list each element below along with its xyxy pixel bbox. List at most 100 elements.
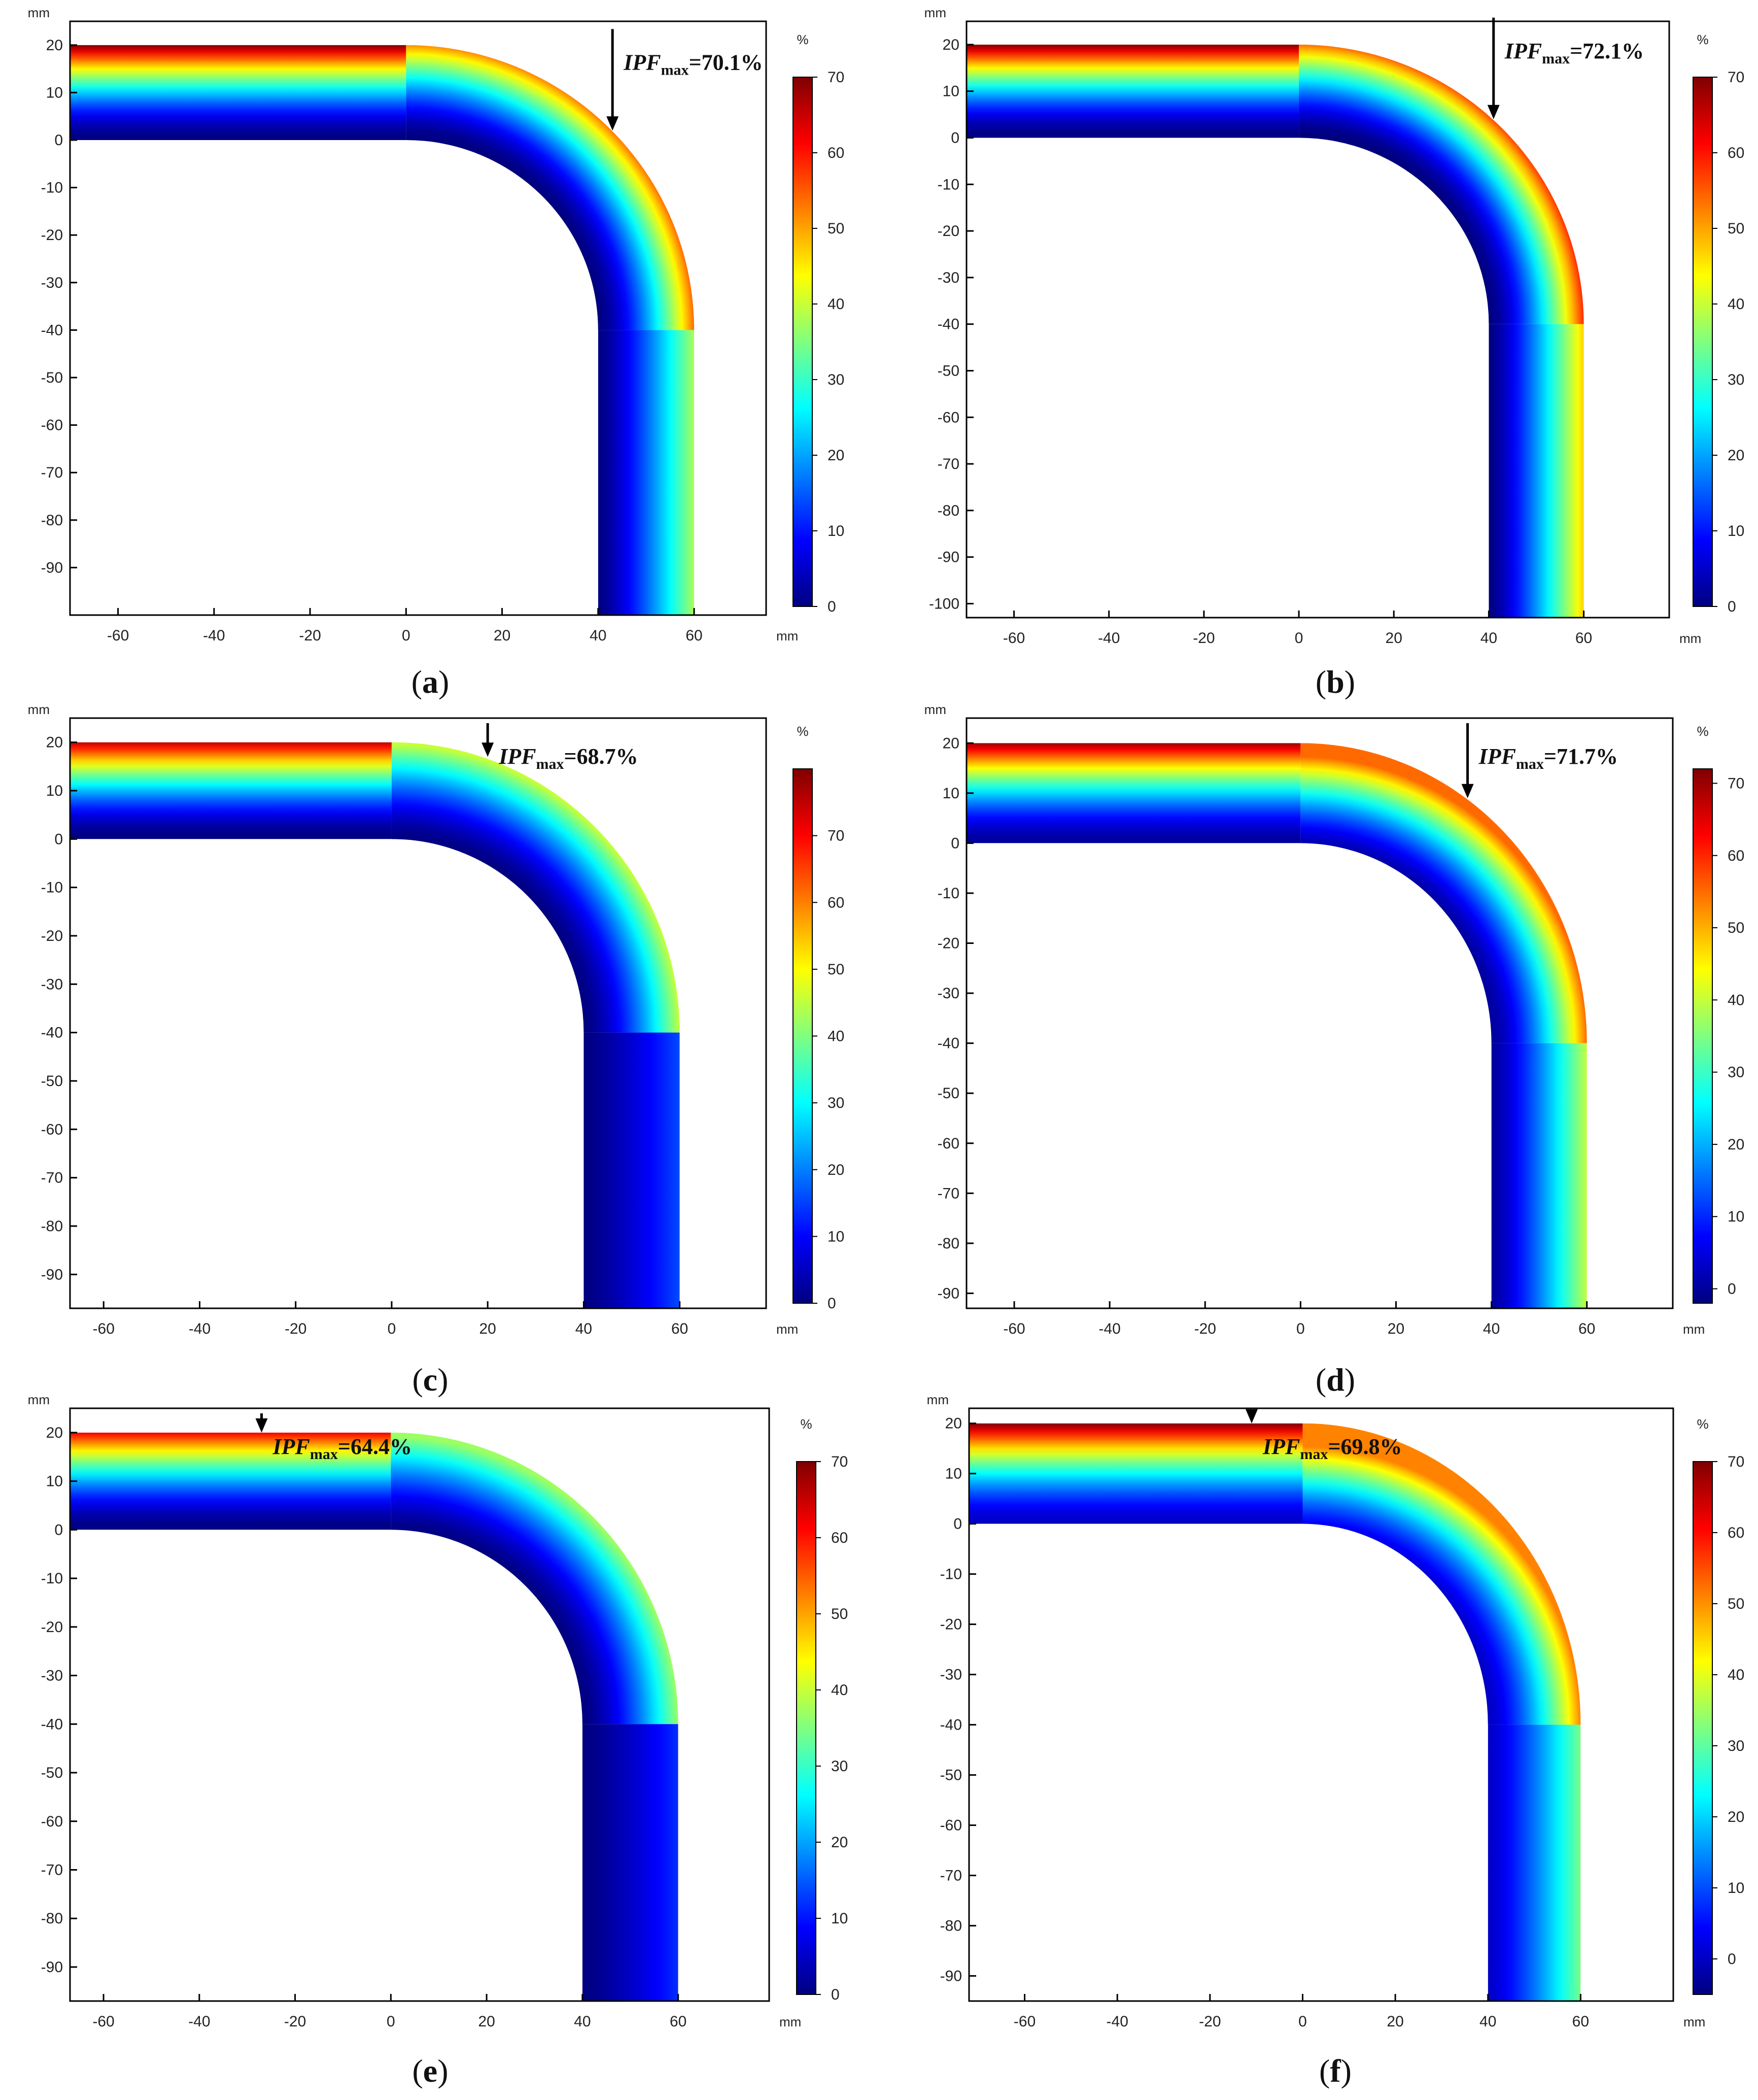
y-tick-label: -80: [41, 512, 63, 529]
colorbar: [792, 77, 813, 607]
colorbar-tick-label: 10: [1728, 523, 1744, 539]
y-tick-label: 10: [943, 785, 959, 802]
x-tick-label: 20: [478, 2013, 495, 2030]
colorbar-tick-label: 20: [828, 447, 844, 464]
x-unit-label: mm: [776, 628, 798, 643]
y-tick-label: 20: [945, 1415, 962, 1432]
y-tick-label: 10: [46, 783, 63, 799]
colorbar-tick-label: 10: [1728, 1880, 1744, 1896]
y-tick-label: -60: [938, 409, 959, 426]
y-tick-label: -40: [41, 1716, 63, 1733]
panel-letter: c: [423, 1362, 437, 1398]
x-tick-label: -60: [1003, 1320, 1025, 1337]
x-tick-label: 60: [1572, 2013, 1589, 2030]
x-tick-label: -40: [189, 1320, 211, 1337]
y-tick-label: 0: [953, 1516, 962, 1533]
colorbar-tick-label: 60: [1728, 1525, 1744, 1541]
annotation-arrow-head: [1487, 105, 1500, 119]
y-tick-label: -90: [938, 1285, 959, 1302]
x-tick-label: -60: [107, 627, 129, 644]
x-tick-label: -20: [1193, 630, 1215, 647]
x-tick-label: 20: [1388, 1320, 1404, 1337]
x-unit-label: mm: [1679, 631, 1701, 646]
colorbar-tick-label: 20: [1728, 1809, 1744, 1825]
x-tick-label: -40: [1098, 1320, 1120, 1337]
y-tick-label: -70: [41, 1862, 63, 1879]
colorbar-tick-label: 70: [1728, 775, 1744, 792]
y-tick-label: 10: [945, 1466, 962, 1482]
colorbar-tick-label: 50: [1728, 1596, 1744, 1612]
annotation-arrow-head: [1246, 1409, 1258, 1424]
colorbar-unit-label: %: [800, 1416, 812, 1432]
y-tick-label: -30: [41, 1668, 63, 1684]
x-tick-label: 40: [1483, 1320, 1500, 1337]
panel-d: -60 -40 -20 0 20 40 60 mm 20 10 0 -10 -20 -30 -40 -50 -6…: [924, 702, 1745, 1398]
x-tick-label: 0: [388, 1320, 396, 1337]
colorbar-tick-label: 0: [828, 598, 836, 615]
y-tick-label: -40: [41, 1025, 63, 1041]
colorbar: [1693, 77, 1713, 607]
ipf-max-annotation: IPFmax=70.1%: [623, 50, 763, 78]
y-tick-label: 10: [943, 83, 959, 100]
colorbar-tick-label: 60: [1728, 848, 1744, 864]
x-tick-label: -40: [203, 627, 225, 644]
x-tick-label: 60: [685, 627, 702, 644]
y-tick-label: -10: [940, 1566, 962, 1583]
colorbar-tick-label: 0: [831, 1986, 840, 2003]
y-tick-label: -90: [940, 1968, 962, 1985]
x-tick-label: 40: [575, 1320, 592, 1337]
colorbar-tick-label: 20: [1728, 447, 1744, 464]
x-tick-label: -60: [93, 1320, 115, 1337]
x-tick-label: -40: [1107, 2013, 1128, 2030]
y-unit-label: mm: [924, 702, 946, 717]
x-tick-label: 20: [1387, 2013, 1403, 2030]
colorbar-unit-label: %: [1697, 1416, 1708, 1432]
colorbar-tick-label: 70: [1728, 69, 1744, 86]
y-tick-label: -80: [938, 1235, 959, 1252]
colorbar-tick-label: 40: [828, 296, 844, 313]
y-tick-label: -90: [41, 1959, 63, 1976]
y-tick-label: -70: [41, 464, 63, 481]
y-tick-label: -20: [938, 223, 959, 240]
panel-label: (e): [412, 2053, 448, 2089]
annotation-subscript: max: [310, 1446, 338, 1463]
annotation-subscript: max: [536, 756, 564, 772]
x-tick-label: -20: [284, 2013, 306, 2030]
x-unit-label: mm: [1683, 2014, 1705, 2029]
panel-letter: a: [422, 664, 438, 700]
y-tick-label: 0: [54, 132, 63, 149]
panel-label: (c): [412, 1362, 448, 1398]
y-tick-label: -50: [938, 362, 959, 379]
y-tick-label: 0: [951, 835, 959, 852]
x-tick-label: 40: [1480, 630, 1497, 647]
annotation-label: IPF: [272, 1434, 310, 1459]
colorbar-tick-label: 50: [1728, 220, 1744, 237]
annotation-value: =64.4%: [338, 1434, 412, 1459]
annotation-value: =69.8%: [1328, 1434, 1402, 1459]
y-tick-label: -10: [41, 1570, 63, 1587]
colorbar-tick-label: 30: [831, 1758, 848, 1775]
y-tick-label: -70: [938, 456, 959, 472]
colorbar-tick-label: 40: [1728, 992, 1744, 1008]
colorbar-tick-label: 60: [1728, 145, 1744, 161]
x-tick-label: -60: [1014, 2013, 1036, 2030]
colorbar-tick-label: 70: [1728, 1453, 1744, 1470]
y-tick-label: -20: [41, 227, 63, 244]
y-tick-label: -30: [938, 269, 959, 286]
y-tick-label: -50: [41, 1073, 63, 1090]
y-tick-label: -20: [938, 935, 959, 952]
colorbar-tick-label: 0: [1728, 1951, 1736, 1968]
x-tick-label: -60: [92, 2013, 114, 2030]
y-unit-label: mm: [28, 1392, 50, 1407]
y-tick-label: -20: [940, 1616, 962, 1633]
y-tick-label: 0: [951, 129, 959, 146]
x-tick-label: 20: [494, 627, 510, 644]
y-tick-label: 20: [943, 37, 959, 53]
colorbar-tick-label: 20: [831, 1834, 848, 1851]
ipf-max-annotation: IPFmax=72.1%: [1504, 39, 1644, 67]
colorbar-tick-label: 50: [828, 961, 844, 978]
panel-e: -60 -40 -20 0 20 40 60 mm 20 10 0 -10 -20 -30 -40 -50 -6…: [28, 1392, 848, 2089]
annotation-label: IPF: [1504, 39, 1542, 63]
annotation-value: =72.1%: [1570, 39, 1644, 63]
